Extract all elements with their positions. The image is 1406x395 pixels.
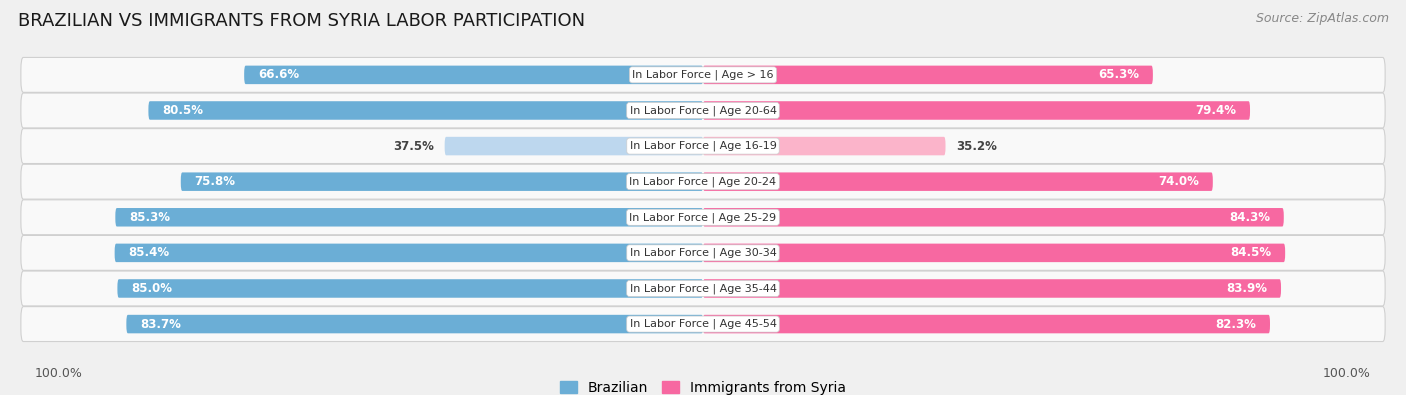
Text: 80.5%: 80.5% [162, 104, 204, 117]
Text: 35.2%: 35.2% [956, 139, 997, 152]
Text: Source: ZipAtlas.com: Source: ZipAtlas.com [1256, 12, 1389, 25]
FancyBboxPatch shape [21, 164, 1385, 199]
Text: 75.8%: 75.8% [194, 175, 236, 188]
Text: 79.4%: 79.4% [1195, 104, 1236, 117]
Text: 100.0%: 100.0% [35, 367, 83, 380]
FancyBboxPatch shape [703, 101, 1250, 120]
Text: In Labor Force | Age 35-44: In Labor Force | Age 35-44 [630, 283, 776, 294]
Text: 85.0%: 85.0% [131, 282, 172, 295]
Text: 37.5%: 37.5% [394, 139, 434, 152]
FancyBboxPatch shape [21, 307, 1385, 342]
Text: 66.6%: 66.6% [257, 68, 299, 81]
Text: In Labor Force | Age > 16: In Labor Force | Age > 16 [633, 70, 773, 80]
FancyBboxPatch shape [21, 93, 1385, 128]
FancyBboxPatch shape [117, 279, 703, 298]
FancyBboxPatch shape [149, 101, 703, 120]
Text: 85.3%: 85.3% [129, 211, 170, 224]
FancyBboxPatch shape [181, 173, 703, 191]
FancyBboxPatch shape [21, 129, 1385, 164]
Text: 83.9%: 83.9% [1226, 282, 1267, 295]
Text: 85.4%: 85.4% [128, 246, 170, 260]
FancyBboxPatch shape [703, 315, 1270, 333]
Text: 65.3%: 65.3% [1098, 68, 1139, 81]
FancyBboxPatch shape [703, 279, 1281, 298]
Text: In Labor Force | Age 45-54: In Labor Force | Age 45-54 [630, 319, 776, 329]
FancyBboxPatch shape [703, 173, 1213, 191]
Text: 83.7%: 83.7% [141, 318, 181, 331]
FancyBboxPatch shape [444, 137, 703, 155]
Text: BRAZILIAN VS IMMIGRANTS FROM SYRIA LABOR PARTICIPATION: BRAZILIAN VS IMMIGRANTS FROM SYRIA LABOR… [18, 12, 585, 30]
FancyBboxPatch shape [21, 57, 1385, 92]
Legend: Brazilian, Immigrants from Syria: Brazilian, Immigrants from Syria [554, 375, 852, 395]
Text: In Labor Force | Age 25-29: In Labor Force | Age 25-29 [630, 212, 776, 222]
FancyBboxPatch shape [115, 244, 703, 262]
FancyBboxPatch shape [127, 315, 703, 333]
FancyBboxPatch shape [703, 66, 1153, 84]
FancyBboxPatch shape [21, 271, 1385, 306]
Text: 74.0%: 74.0% [1159, 175, 1199, 188]
FancyBboxPatch shape [245, 66, 703, 84]
FancyBboxPatch shape [703, 208, 1284, 226]
Text: In Labor Force | Age 20-64: In Labor Force | Age 20-64 [630, 105, 776, 116]
FancyBboxPatch shape [115, 208, 703, 226]
Text: 100.0%: 100.0% [1323, 367, 1371, 380]
FancyBboxPatch shape [703, 137, 945, 155]
Text: 84.3%: 84.3% [1229, 211, 1270, 224]
Text: In Labor Force | Age 30-34: In Labor Force | Age 30-34 [630, 248, 776, 258]
Text: In Labor Force | Age 16-19: In Labor Force | Age 16-19 [630, 141, 776, 151]
FancyBboxPatch shape [21, 235, 1385, 270]
Text: 82.3%: 82.3% [1215, 318, 1256, 331]
FancyBboxPatch shape [703, 244, 1285, 262]
FancyBboxPatch shape [21, 200, 1385, 235]
Text: 84.5%: 84.5% [1230, 246, 1271, 260]
Text: In Labor Force | Age 20-24: In Labor Force | Age 20-24 [630, 177, 776, 187]
